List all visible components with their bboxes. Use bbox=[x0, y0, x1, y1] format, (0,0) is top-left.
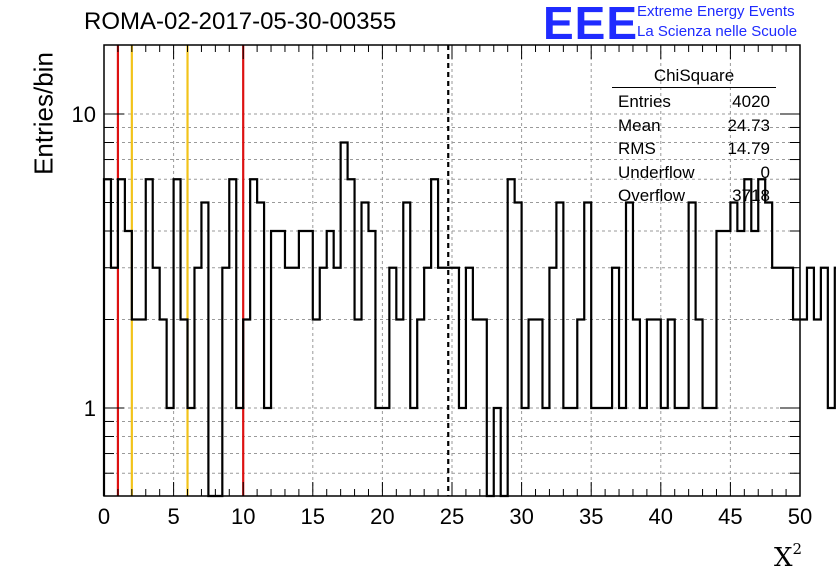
stats-value: 3718 bbox=[732, 186, 770, 205]
stats-row-rms: RMS 14.79 bbox=[612, 137, 776, 161]
tick-labels: 0 5 10 15 20 25 30 35 40 45 50 1 10 bbox=[72, 102, 813, 529]
x-tick-label: 35 bbox=[579, 504, 603, 529]
stats-box: ChiSquare Entries 4020 Mean 24.73 RMS 14.79… bbox=[612, 66, 776, 208]
x-tick-label: 30 bbox=[509, 504, 533, 529]
stats-label: Mean bbox=[618, 115, 661, 135]
chart-title: ROMA-02-2017-05-30-00355 bbox=[84, 8, 397, 35]
histogram-series bbox=[102, 141, 836, 498]
stats-value: 24.73 bbox=[727, 115, 770, 135]
x-axis-label: X2 bbox=[774, 540, 802, 573]
stats-value: 14.79 bbox=[727, 139, 770, 158]
y-tick-label: 1 bbox=[84, 396, 96, 421]
x-tick-label: 0 bbox=[98, 504, 110, 529]
x-tick-label: 5 bbox=[167, 504, 179, 529]
x-axis-label-base: X bbox=[773, 543, 793, 573]
stats-value: 0 bbox=[760, 162, 770, 182]
stats-label: RMS bbox=[618, 139, 656, 158]
logo-caption-line2: La Scienza nelle Scuole bbox=[637, 23, 798, 40]
x-tick-label: 25 bbox=[440, 504, 464, 529]
x-tick-label: 10 bbox=[231, 504, 255, 529]
reference-lines bbox=[116, 45, 450, 496]
x-axis-label-sup: 2 bbox=[792, 540, 802, 558]
x-tick-label: 15 bbox=[301, 504, 325, 529]
eee-logo: EEE bbox=[543, 0, 639, 49]
stats-row-entries: Entries 4020 bbox=[612, 90, 776, 114]
stats-row-overflow: Overflow 3718 bbox=[612, 184, 776, 208]
logo-caption-line1: Extreme Energy Events bbox=[637, 3, 795, 20]
stats-value: 4020 bbox=[732, 92, 770, 111]
x-tick-label: 45 bbox=[718, 504, 742, 529]
stats-title: ChiSquare bbox=[612, 66, 776, 88]
stats-label: Overflow bbox=[618, 186, 686, 205]
stats-label: Entries bbox=[618, 92, 671, 111]
x-tick-label: 20 bbox=[370, 504, 394, 529]
stats-row-mean: Mean 24.73 bbox=[612, 114, 776, 138]
axis-ticks bbox=[103, 45, 801, 496]
y-axis-label: Entries/bin bbox=[28, 52, 59, 175]
stats-row-underflow: Underflow 0 bbox=[612, 161, 776, 185]
x-tick-label: 40 bbox=[649, 504, 673, 529]
logo-caption: Extreme Energy Events La Scienza nelle S… bbox=[637, 2, 797, 42]
x-tick-label: 50 bbox=[788, 504, 812, 529]
y-tick-label: 10 bbox=[72, 102, 96, 127]
stats-label: Underflow bbox=[618, 162, 695, 182]
